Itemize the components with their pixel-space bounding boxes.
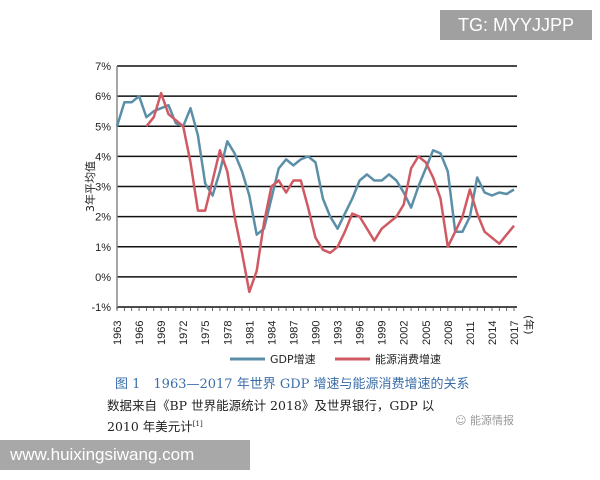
wechat-watermark-text: 能源情报	[469, 414, 514, 427]
y-tick-label: 2%	[95, 212, 111, 224]
series-line-energy	[145, 91, 515, 294]
y-tick-label: 0%	[95, 272, 111, 284]
x-tick-label: 1969	[156, 321, 168, 345]
x-tick-label: 1984	[266, 321, 278, 345]
y-tick-label: 6%	[95, 91, 111, 103]
x-tick-label: 1987	[288, 321, 300, 345]
x-tick-label: 1966	[134, 321, 146, 345]
x-tick-label: 1972	[178, 321, 190, 345]
x-tick-label: 1990	[311, 321, 323, 345]
x-tick-label: 1978	[222, 321, 234, 345]
series-line-gdp	[115, 94, 515, 236]
legend-label: 能源消费增速	[375, 352, 441, 366]
x-tick-label: 1963	[112, 321, 124, 345]
y-tick-label: 1%	[95, 242, 111, 254]
wechat-watermark: ☺ 能源情报	[455, 414, 514, 427]
y-axis-label: 3年平均值	[83, 161, 97, 212]
watermark-top: TG: MYYJJPP	[440, 10, 592, 40]
y-tick-label: 3%	[95, 182, 111, 194]
note-ref: [1]	[192, 420, 203, 428]
figure-note: 数据来自《BP 世界能源统计 2018》及世界银行，GDP 以 2010 年美元计…	[107, 397, 434, 436]
x-tick-label: 2005	[421, 321, 433, 345]
x-tick-label: 2008	[443, 321, 455, 345]
x-tick-label: 2017	[509, 321, 521, 345]
note-line-2: 2010 年美元计	[107, 419, 193, 435]
x-tick-label: 2002	[399, 321, 411, 345]
x-tick-label: 1996	[355, 321, 367, 345]
y-tick-label: 7%	[95, 61, 111, 73]
figure-caption: 图 1 1963—2017 年世界 GDP 增速与能源消费增速的关系	[115, 377, 470, 392]
legend-label: GDP增速	[270, 352, 316, 366]
x-tick-label: 1999	[377, 321, 389, 345]
y-tick-label: 4%	[95, 151, 111, 163]
note-line-1: 数据来自《BP 世界能源统计 2018》及世界银行，GDP 以	[107, 398, 435, 413]
x-tick-label: 1975	[200, 321, 212, 345]
y-tick-label: 5%	[95, 121, 111, 133]
x-axis-label: (年)	[522, 315, 536, 335]
watermark-bottom: www.huixingsiwang.com	[0, 440, 250, 470]
x-tick-label: 2014	[487, 321, 499, 345]
y-tick-label: -1%	[91, 302, 111, 314]
x-tick-label: 1981	[244, 321, 256, 345]
x-tick-label: 1993	[333, 321, 345, 345]
x-tick-label: 2011	[465, 321, 477, 345]
